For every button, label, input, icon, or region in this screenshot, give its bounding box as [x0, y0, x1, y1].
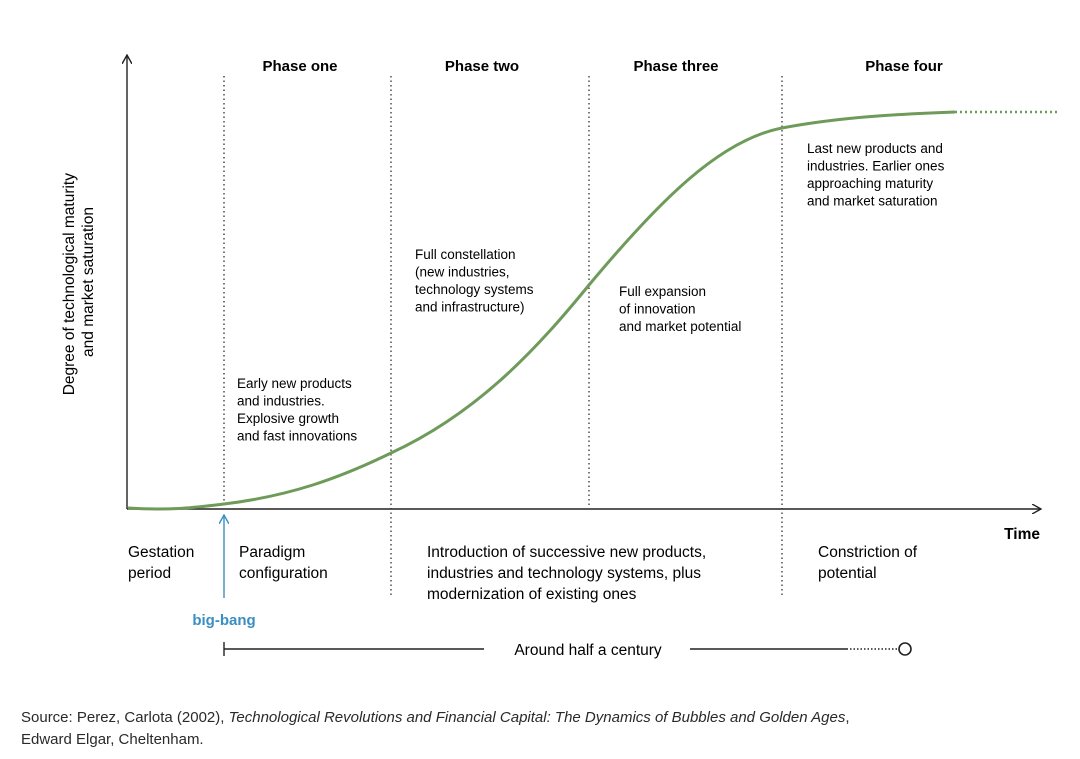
constriction-label: Constriction of potential — [818, 544, 921, 582]
duration-label: Around half a century — [514, 642, 662, 659]
y-axis-label: Degree of technological maturity and mar… — [61, 169, 97, 396]
s-curve — [127, 110, 956, 511]
technology-surge-diagram: Phase one Phase two Phase three Phase fo… — [61, 0, 1058, 659]
phase-four-description: Last new products and industries. Earlie… — [807, 141, 948, 209]
phase-three-title: Phase three — [633, 58, 718, 75]
phase-one-title: Phase one — [262, 58, 337, 75]
source-publisher: Edward Elgar, Cheltenham. — [21, 731, 204, 748]
x-axis-label: Time — [1004, 526, 1040, 543]
phase-one-description: Early new products and industries. Explo… — [237, 376, 357, 444]
source-citation: Source: Perez, Carlota (2002), Technolog… — [21, 707, 1061, 751]
phase-two-title: Phase two — [445, 58, 519, 75]
paradigm-configuration-label: Paradigm configuration — [239, 544, 328, 582]
source-title: Technological Revolutions and Financial … — [228, 709, 846, 726]
phase-four-title: Phase four — [865, 58, 943, 75]
phase-two-description: Full constellation (new industries, tech… — [415, 247, 537, 315]
source-prefix: Source: Perez, Carlota (2002), — [21, 709, 229, 726]
introduction-label: Introduction of successive new products,… — [427, 544, 710, 603]
phase-three-description: Full expansion of innovation and market … — [619, 284, 741, 334]
source-suffix: , — [845, 709, 850, 726]
gestation-period-label: Gestation period — [128, 544, 199, 582]
big-bang-label: big-bang — [192, 612, 255, 629]
duration-end-circle — [898, 642, 912, 656]
